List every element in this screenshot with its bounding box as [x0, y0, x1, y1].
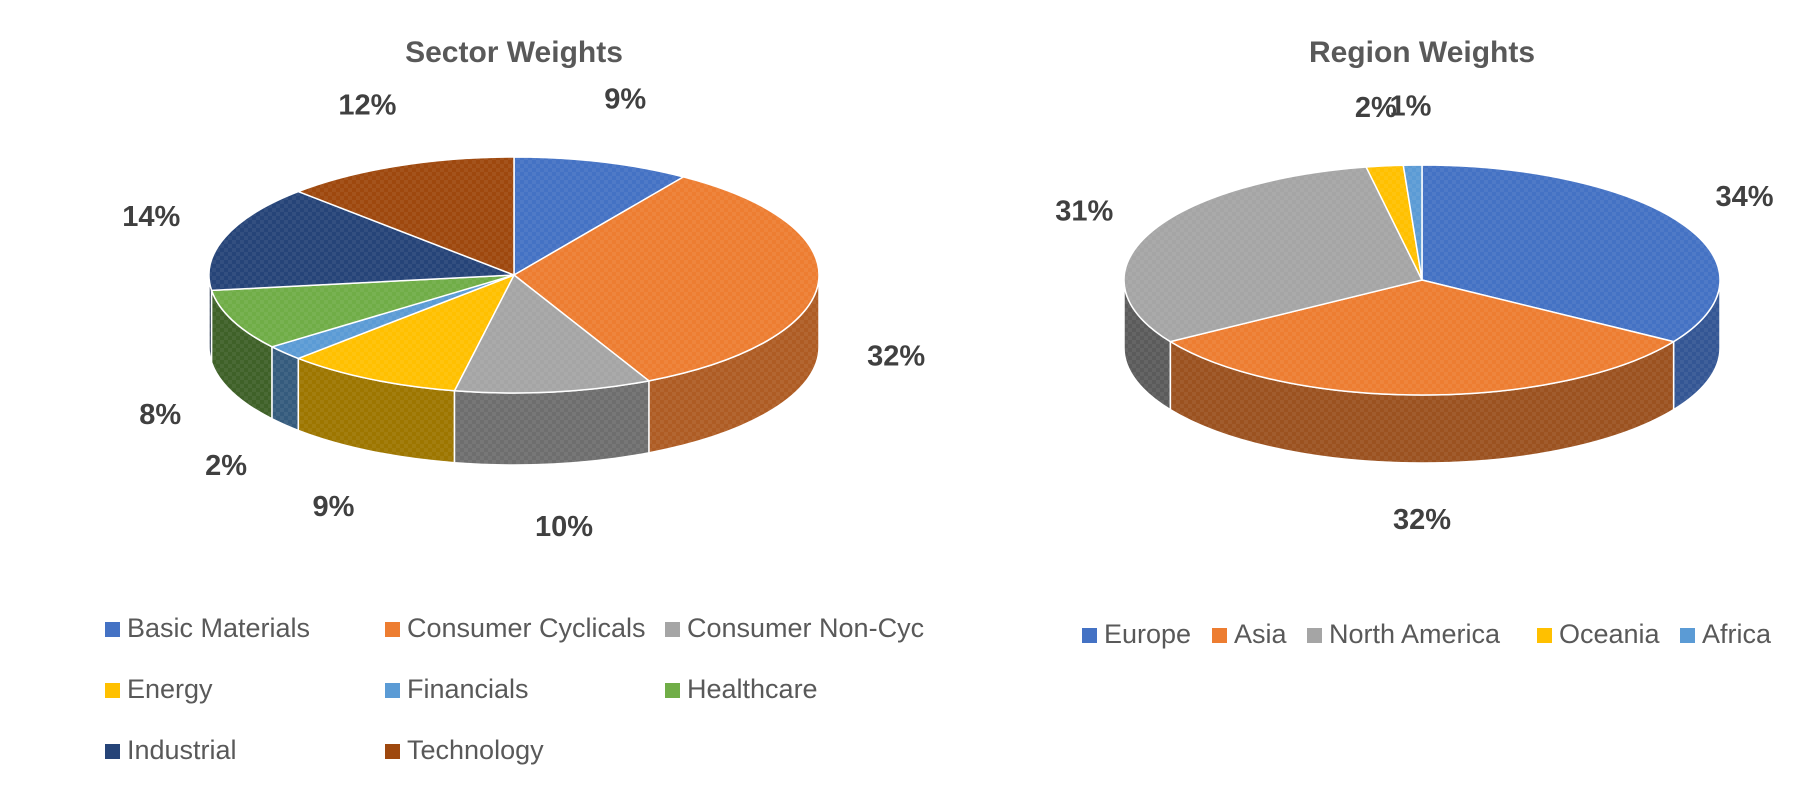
region-legend-swatch-oceania — [1537, 628, 1552, 643]
sector-slice-texture-energy — [298, 275, 514, 391]
sector-legend-swatch-basic-materials — [105, 622, 120, 637]
sector-side-texture-financials — [272, 346, 299, 431]
sector-legend-label-industrial: Industrial — [127, 735, 237, 765]
sector-legend-swatch-consumer-cyclicals — [385, 622, 400, 637]
region-slice-texture-europe — [1422, 165, 1720, 342]
region-chart-title: Region Weights — [1309, 36, 1535, 69]
region-legend-label-africa: Africa — [1702, 619, 1772, 649]
sector-label-energy: 9% — [312, 491, 354, 523]
region-slice-texture-africa — [1403, 165, 1422, 280]
region-legend-label-asia: Asia — [1234, 619, 1288, 649]
sector-legend-swatch-industrial — [105, 744, 120, 759]
sector-slice-texture-technology — [298, 157, 514, 275]
sector-legend-swatch-healthcare — [665, 683, 680, 698]
sector-legend-swatch-energy — [105, 683, 120, 698]
region-legend-swatch-asia — [1212, 628, 1227, 643]
region-legend-label-north-america: North America — [1329, 619, 1501, 649]
region-label-asia: 32% — [1393, 504, 1451, 536]
sector-chart: Sector Weights 9% 32% 10% 9% 2% 8% 14% 12% Basi… — [105, 36, 925, 765]
sector-slice-texture-consumer-non-cyc — [454, 275, 649, 394]
region-legend-label-europe: Europe — [1104, 619, 1191, 649]
sector-label-consumer-cyclicals: 32% — [867, 340, 925, 372]
region-legend-swatch-africa — [1680, 628, 1695, 643]
region-pie-sides — [1123, 279, 1721, 464]
sector-label-financials: 2% — [205, 450, 247, 482]
sector-legend-label-healthcare: Healthcare — [687, 674, 818, 704]
sector-data-labels: 9% 32% 10% 9% 2% 8% 14% 12% — [122, 84, 925, 543]
region-slice-texture-north-america — [1124, 167, 1422, 342]
region-slice-texture-oceania — [1366, 165, 1422, 280]
region-legend-swatch-europe — [1082, 628, 1097, 643]
region-side-texture-asia — [1170, 341, 1674, 463]
sector-slice-texture-industrial — [209, 191, 514, 291]
sector-side-texture-healthcare — [211, 290, 273, 419]
region-slice-texture-asia — [1170, 280, 1674, 396]
sector-side-texture-consumer-non-cyc — [454, 380, 649, 465]
sector-side-texture-energy — [298, 358, 455, 463]
sector-legend-swatch-technology — [385, 744, 400, 759]
region-label-africa: 1% — [1389, 91, 1431, 123]
region-chart: Region Weights 34% 32% 31% 2%1% Europe Asia N… — [1055, 36, 1773, 649]
region-legend: Europe Asia North America Oceania Africa — [1082, 619, 1772, 649]
sector-pie-sides — [208, 274, 820, 466]
sector-legend-label-technology: Technology — [407, 735, 544, 765]
sector-legend-label-financials: Financials — [407, 674, 529, 704]
sector-label-basic-materials: 9% — [604, 84, 646, 116]
sector-legend-label-energy: Energy — [127, 674, 213, 704]
region-label-oceania: 2% — [1355, 92, 1397, 124]
region-data-labels: 34% 32% 31% 2%1% — [1055, 91, 1773, 537]
sector-slice-texture-financials — [272, 275, 514, 359]
sector-slice-texture-basic-materials — [514, 157, 684, 275]
sector-legend: Basic Materials Consumer Cyclicals Consume… — [105, 613, 924, 765]
sector-label-technology: 12% — [338, 90, 396, 122]
region-label-europe: 34% — [1715, 181, 1773, 213]
sector-label-healthcare: 8% — [139, 399, 181, 431]
region-label-north-america: 31% — [1055, 196, 1113, 228]
region-pie-top — [1123, 164, 1721, 396]
sector-label-consumer-non-cyc: 10% — [535, 511, 593, 543]
sector-pie-top — [208, 156, 820, 394]
sector-slice-texture-consumer-cyclicals — [514, 176, 820, 381]
region-legend-swatch-north-america — [1307, 628, 1322, 643]
sector-legend-label-basic-materials: Basic Materials — [127, 613, 310, 643]
sector-label-industrial: 14% — [122, 201, 180, 233]
region-legend-label-oceania: Oceania — [1559, 619, 1661, 649]
sector-legend-swatch-financials — [385, 683, 400, 698]
sector-legend-label-consumer-cyclicals: Consumer Cyclicals — [407, 613, 646, 643]
sector-chart-title: Sector Weights — [405, 36, 623, 69]
sector-legend-swatch-consumer-non-cyc — [665, 622, 680, 637]
sector-slice-texture-healthcare — [211, 275, 514, 347]
sector-legend-label-consumer-non-cyc: Consumer Non-Cyc — [687, 613, 924, 643]
sector-side-texture-consumer-cyclicals — [648, 275, 819, 453]
